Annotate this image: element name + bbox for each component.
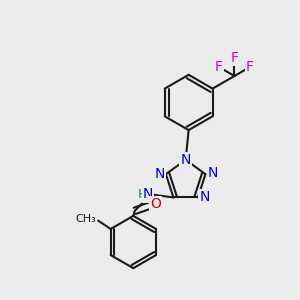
- Text: CH₃: CH₃: [76, 214, 96, 224]
- Text: H: H: [138, 188, 148, 201]
- Text: N: N: [143, 188, 153, 202]
- Text: N: N: [181, 153, 191, 167]
- Text: F: F: [230, 51, 238, 65]
- Text: O: O: [150, 197, 161, 211]
- Text: N: N: [154, 167, 164, 181]
- Text: F: F: [246, 60, 254, 74]
- Text: N: N: [181, 153, 191, 167]
- Text: N: N: [199, 190, 210, 204]
- Text: F: F: [215, 60, 223, 74]
- Text: N: N: [208, 166, 218, 180]
